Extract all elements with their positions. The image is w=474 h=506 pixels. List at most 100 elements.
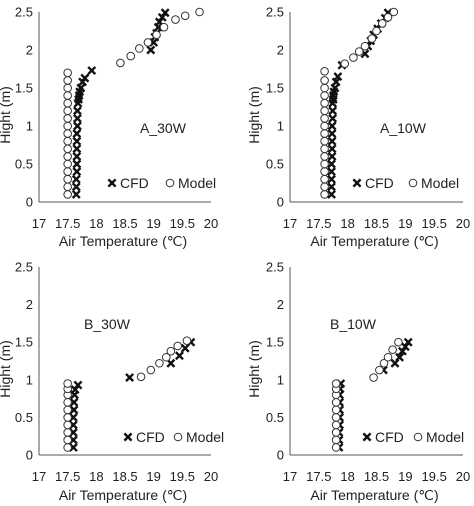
cfd-point xyxy=(327,182,336,192)
model-point xyxy=(63,144,72,154)
cfd-point xyxy=(69,397,79,407)
x-tick-label: 19.5 xyxy=(170,216,195,231)
model-point xyxy=(126,51,136,61)
x-axis-label: Air Temperature (℃) xyxy=(310,233,438,249)
cfd-point xyxy=(72,159,82,169)
y-tick-label: 0.5 xyxy=(15,157,33,172)
x-tick-label: 17 xyxy=(32,469,46,484)
y-tick-label: 2.5 xyxy=(266,5,284,20)
cfd-point xyxy=(72,113,82,123)
cfd-point xyxy=(327,144,337,154)
series-cfd xyxy=(71,8,170,199)
model-point xyxy=(136,372,146,382)
cfd-point xyxy=(69,405,79,415)
cfd-point xyxy=(327,167,336,177)
x-axis-label: Air Temperature (℃) xyxy=(59,233,187,249)
model-point xyxy=(320,91,329,100)
x-tick-label: 20 xyxy=(456,469,470,484)
legend-cfd-marker xyxy=(107,178,117,188)
x-tick-label: 20 xyxy=(456,216,470,231)
model-point xyxy=(320,106,329,116)
legend-model-marker xyxy=(413,432,423,442)
y-tick-label: 1 xyxy=(277,372,284,387)
legend-model-label: Model xyxy=(186,429,224,445)
model-point xyxy=(63,167,72,176)
cfd-point xyxy=(327,136,337,146)
y-axis-label: Hight (m) xyxy=(246,340,262,398)
model-point xyxy=(354,47,364,56)
legend-cfd-marker xyxy=(362,432,372,442)
x-tick-label: 18.5 xyxy=(112,216,137,231)
legend-cfd-label: CFD xyxy=(365,175,394,191)
model-point xyxy=(383,13,393,22)
cfd-point xyxy=(327,151,337,161)
chart-panel-4: 0 0.5 1 1.5 2 2.5 17 17.5 18 18.5 19 19.5 20 Air Temp… xyxy=(246,260,470,504)
legend-model-marker xyxy=(173,432,183,442)
case-annotation: A_30W xyxy=(140,120,187,136)
cfd-point xyxy=(327,189,336,199)
x-tick-label: 20 xyxy=(204,469,218,484)
y-tick-label: 1 xyxy=(26,372,33,387)
model-point xyxy=(349,53,358,62)
x-tick-label: 19.5 xyxy=(170,469,195,484)
model-point xyxy=(389,7,399,17)
model-point xyxy=(394,337,403,347)
legend-cfd-marker xyxy=(352,178,362,188)
model-point xyxy=(161,352,171,362)
y-axis-label: Hight (m) xyxy=(0,340,13,398)
x-tick-label: 18.5 xyxy=(112,469,137,484)
legend: CFD Model xyxy=(107,175,216,191)
y-tick-label: 2.5 xyxy=(15,5,33,20)
x-tick-label: 19 xyxy=(146,469,160,484)
model-point xyxy=(63,121,72,131)
model-point xyxy=(63,91,72,100)
model-point xyxy=(320,152,329,161)
cfd-point xyxy=(76,83,86,93)
cfd-point xyxy=(328,113,338,123)
cfd-point xyxy=(72,129,82,139)
model-point xyxy=(375,365,384,375)
cfd-point xyxy=(73,380,83,390)
y-tick-label: 1 xyxy=(26,119,33,134)
x-tick-label: 18 xyxy=(89,469,103,484)
x-axis-label: Air Temperature (℃) xyxy=(310,487,438,503)
model-point xyxy=(320,136,329,146)
y-tick-label: 1.5 xyxy=(15,335,33,350)
model-point xyxy=(63,98,72,108)
y-tick-label: 0 xyxy=(277,448,284,463)
model-point xyxy=(135,44,144,53)
cfd-point xyxy=(146,45,156,55)
legend-model-label: Model xyxy=(426,429,464,445)
model-point xyxy=(331,398,341,407)
model-point xyxy=(63,443,72,452)
cfd-point xyxy=(327,159,336,169)
model-point xyxy=(367,34,377,43)
x-tick-label: 17.5 xyxy=(306,469,331,484)
model-point xyxy=(159,22,169,32)
cfd-point xyxy=(72,106,82,116)
x-tick-label: 18.5 xyxy=(364,216,389,231)
model-point xyxy=(320,129,329,138)
series-model xyxy=(63,336,192,452)
model-point xyxy=(143,38,153,47)
model-point xyxy=(63,190,72,199)
model-point xyxy=(63,428,72,437)
legend: CFD Model xyxy=(123,429,224,445)
model-point xyxy=(331,443,341,452)
x-tick-label: 17.5 xyxy=(55,216,80,231)
model-point xyxy=(331,428,341,437)
model-point xyxy=(383,352,393,362)
y-tick-label: 2 xyxy=(26,43,33,58)
cfd-point xyxy=(327,174,336,184)
model-point xyxy=(155,358,164,368)
cfd-point xyxy=(72,144,82,154)
cfd-point xyxy=(72,151,82,161)
x-axis-label: Air Temperature (℃) xyxy=(59,487,187,503)
model-point xyxy=(331,379,341,388)
chart-panel-1: 0 0.5 1 1.5 2 2.5 17 17.5 18 18.5 19 19.5 20 Air Temp… xyxy=(0,5,218,250)
legend-model-marker xyxy=(408,178,418,188)
x-tick-label: 19.5 xyxy=(422,469,447,484)
y-tick-label: 2 xyxy=(277,43,284,58)
cfd-point xyxy=(125,373,135,382)
